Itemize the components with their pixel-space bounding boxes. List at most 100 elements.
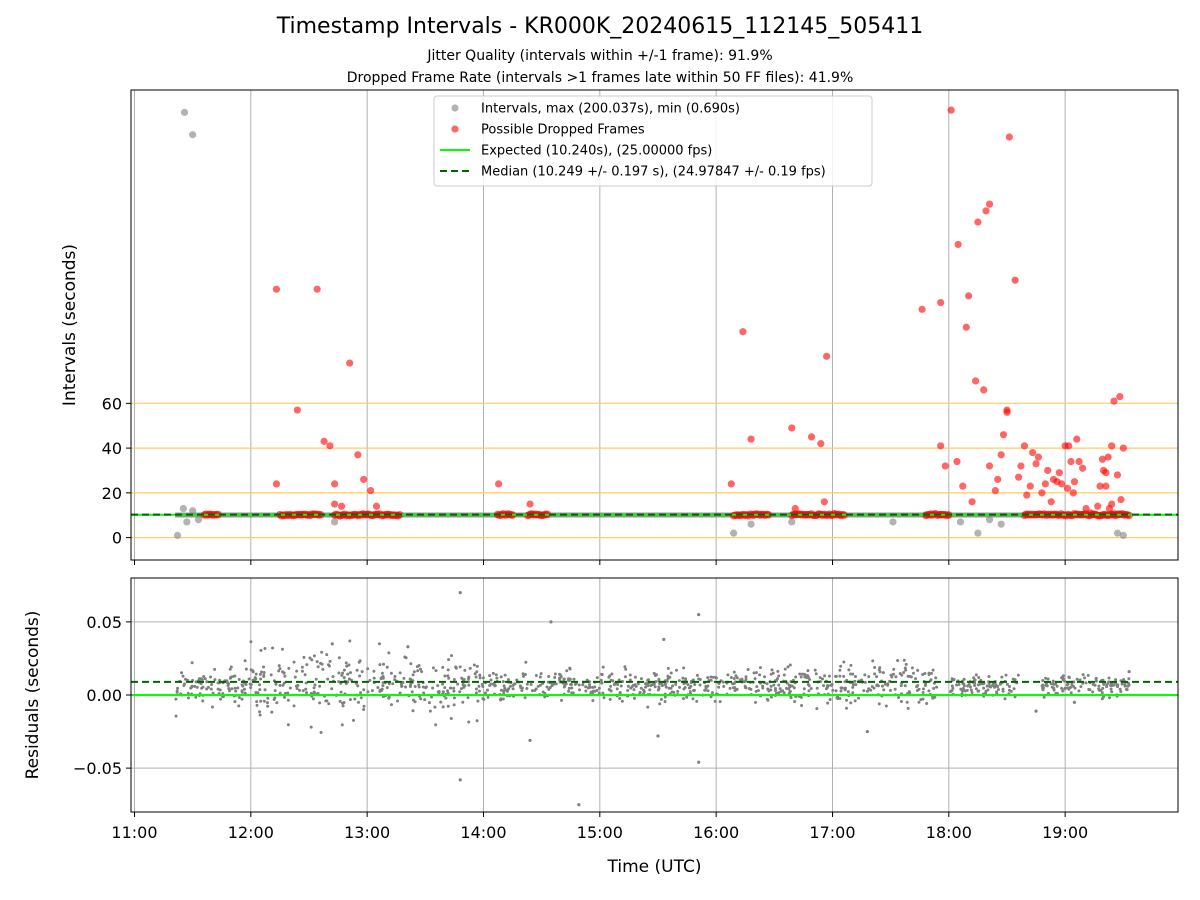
residual-point [380, 688, 384, 692]
residual-point [412, 670, 416, 674]
residual-point [915, 689, 919, 693]
residual-point [646, 705, 650, 709]
residual-point [1091, 690, 1095, 694]
residual-point [744, 675, 748, 679]
residual-point [274, 682, 278, 686]
residual-point [1004, 673, 1008, 677]
residual-point [478, 673, 482, 677]
residual-point [624, 667, 628, 671]
dropped-point-73 [1075, 457, 1083, 466]
residual-point [857, 696, 861, 700]
residual-point [961, 682, 965, 686]
residual-point [814, 672, 818, 676]
residual-point [916, 668, 920, 672]
residual-point [1100, 691, 1104, 695]
dropped-point-70 [1069, 489, 1077, 497]
dropped-point-48 [1005, 133, 1013, 141]
dropped-point-28 [941, 462, 949, 470]
residual-point [491, 671, 495, 675]
dropped-point-25 [918, 305, 926, 313]
residual-point [896, 658, 900, 662]
residual-point [838, 674, 842, 678]
residual-point [503, 673, 507, 677]
residual-point [873, 665, 877, 669]
residual-point [1049, 682, 1053, 686]
residual-point [620, 699, 624, 703]
residual-outlier-13 [1072, 700, 1077, 704]
residual-point [870, 685, 874, 689]
residual-point [1078, 678, 1082, 682]
residual-point [777, 691, 781, 695]
residual-point [258, 713, 262, 717]
top-ytick-label-3: 60 [102, 394, 122, 413]
residual-point [385, 686, 389, 690]
chart-title: Timestamp Intervals - KR000K_20240615_11… [276, 14, 924, 39]
residual-point [485, 688, 489, 692]
residual-point [1105, 683, 1109, 687]
residual-point [345, 664, 349, 668]
dropped-point-35 [968, 498, 976, 506]
residual-point [197, 677, 201, 681]
residual-point [1066, 682, 1070, 686]
residual-point [452, 678, 456, 682]
dropped-point-39 [982, 207, 990, 215]
residual-point [834, 689, 838, 693]
residual-point [1083, 676, 1087, 680]
residual-point [396, 699, 400, 703]
residual-point [776, 669, 780, 673]
residual-point [932, 686, 936, 690]
residual-point [693, 682, 697, 686]
residual-point [709, 675, 713, 679]
bottom-xtick-label-6: 17:00 [809, 823, 855, 842]
interval-point-4 [183, 518, 191, 526]
interval-point-12 [956, 518, 965, 526]
residual-point [773, 687, 777, 691]
dropped-point-75 [1082, 504, 1090, 513]
residual-point [398, 691, 402, 695]
residual-point [340, 673, 344, 677]
residual-point [1101, 686, 1105, 690]
residual-point [921, 691, 925, 695]
residual-point [813, 668, 817, 672]
residual-point [286, 723, 290, 727]
dropped-point-11 [360, 475, 368, 484]
dropped-point-81 [1102, 469, 1110, 477]
residual-point [815, 707, 819, 711]
legend-marker-intervals [451, 104, 459, 112]
residual-point [254, 672, 258, 676]
residual-point [200, 678, 204, 682]
dropped-point-15 [526, 500, 534, 508]
residual-point [877, 702, 881, 706]
bottom-xtick-label-3: 14:00 [460, 823, 506, 842]
dropped-point-57 [1034, 453, 1042, 461]
residual-point [1079, 685, 1083, 689]
residual-point [273, 696, 277, 700]
residual-point [761, 684, 765, 688]
residual-point [658, 702, 662, 706]
residual-point [1119, 689, 1123, 693]
residual-point [337, 680, 341, 684]
residual-point [706, 676, 710, 680]
residual-point [385, 665, 389, 669]
residual-point [881, 671, 885, 675]
residual-point [995, 684, 999, 688]
residuals-panel: −0.05 0.00 0.05 11:00 12:00 13:00 14:00 15:00 16… [23, 577, 1179, 877]
residual-point [1016, 673, 1020, 677]
residual-point [467, 683, 471, 687]
residual-point [644, 685, 648, 689]
residual-point [441, 705, 445, 709]
bottom-xtick-label-0: 11:00 [111, 823, 157, 842]
residual-point [474, 687, 478, 691]
residual-point [955, 683, 959, 687]
residual-point [626, 688, 630, 692]
residual-point [601, 665, 605, 669]
residual-point [219, 697, 223, 701]
residual-point [564, 682, 568, 686]
interval-point-9 [747, 520, 755, 528]
residual-point [515, 678, 519, 682]
residual-point [534, 674, 538, 678]
residual-point [910, 666, 914, 670]
residual-point [717, 685, 721, 689]
residual-point [611, 679, 615, 683]
residual-point [240, 683, 244, 687]
